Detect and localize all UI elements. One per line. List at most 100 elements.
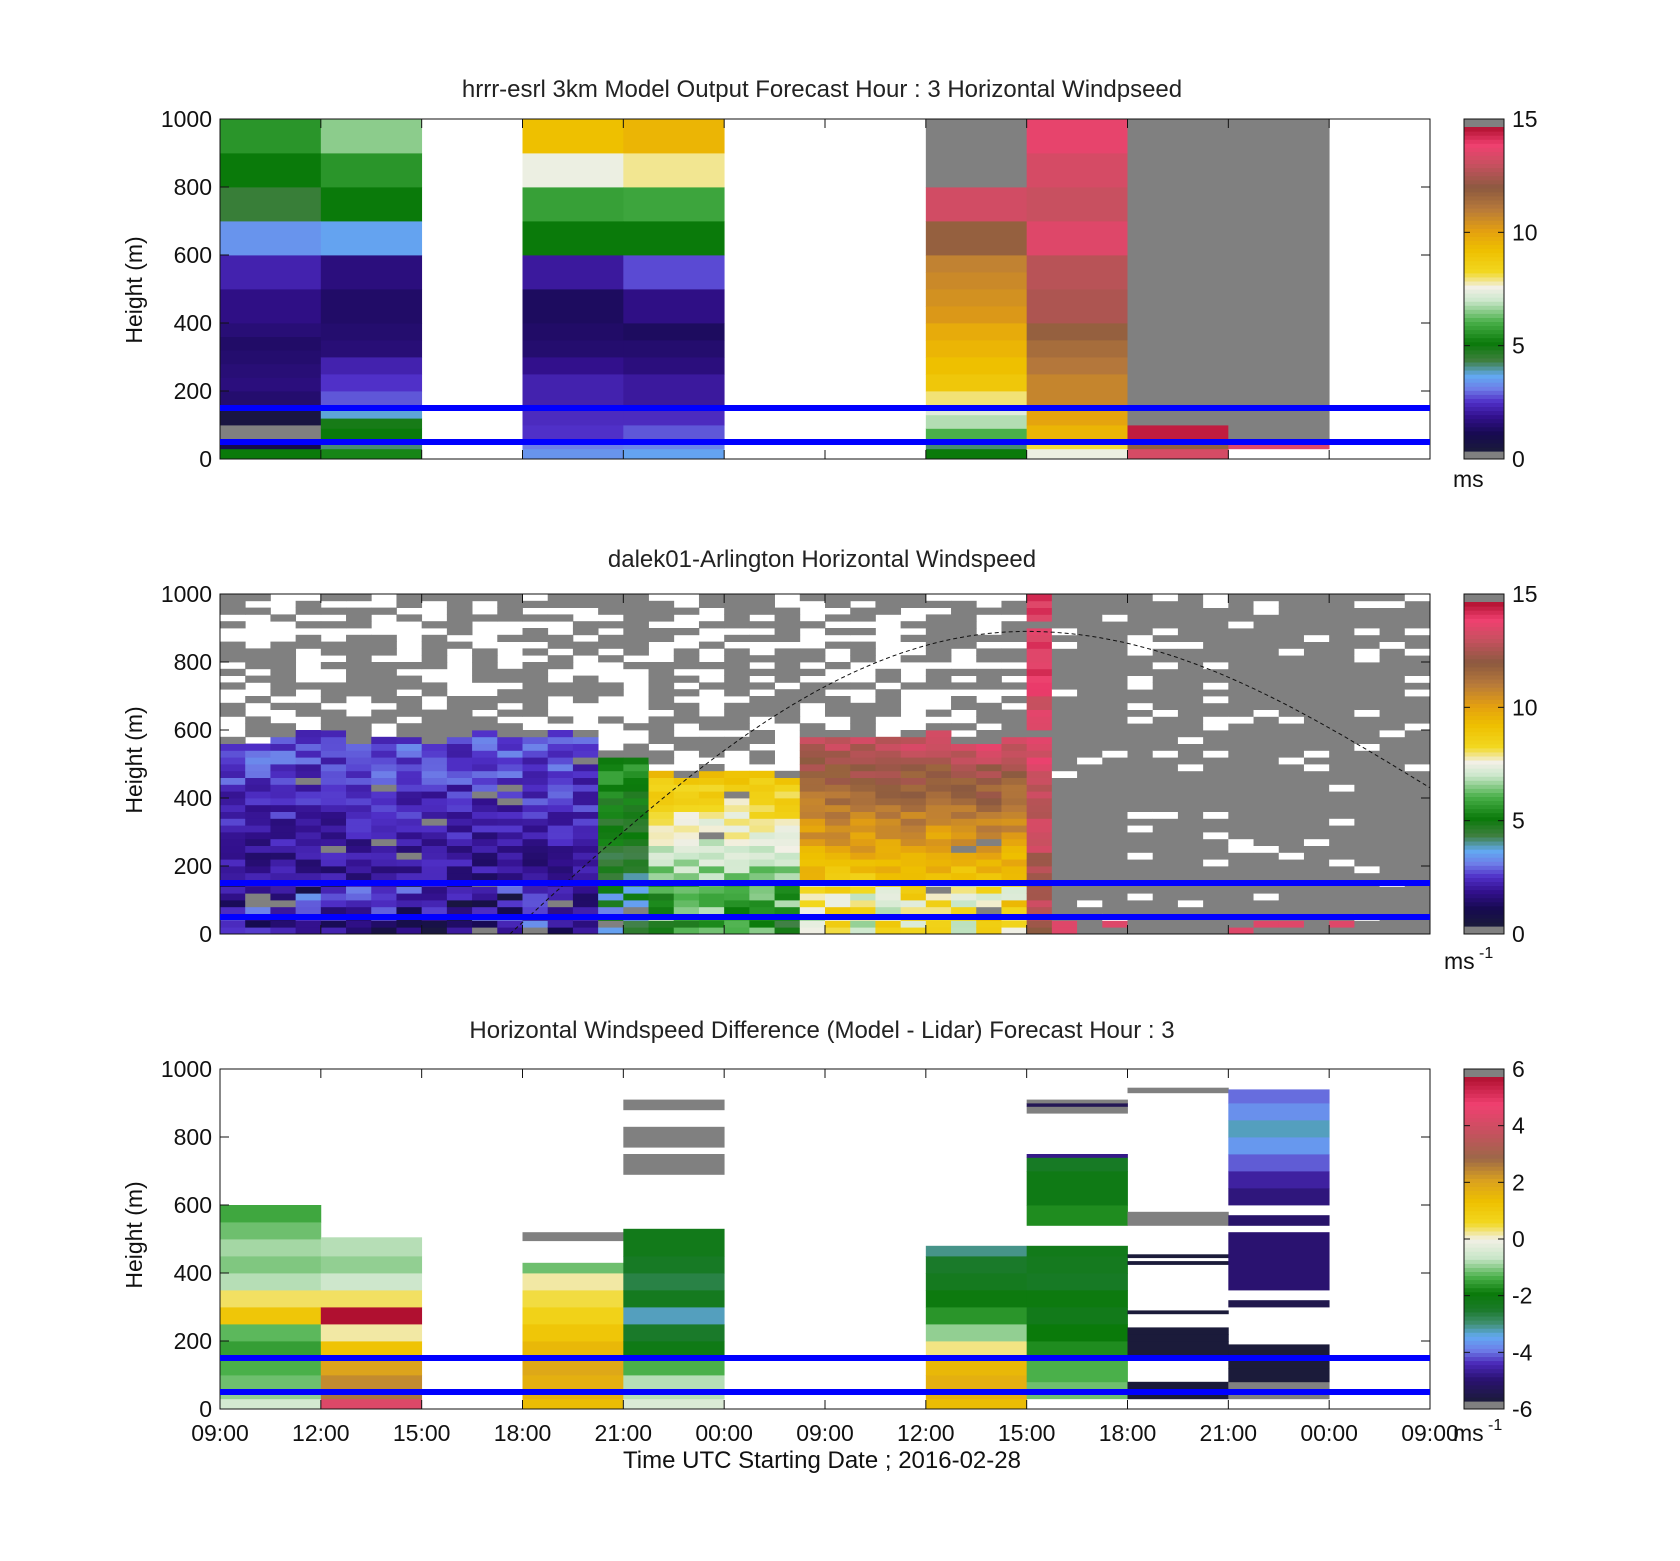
panel-lidar-cell (825, 798, 851, 806)
panel-model-colorbar-swatch (1464, 289, 1504, 294)
panel-lidar-cell (900, 838, 927, 846)
panel-lidar-cell (850, 764, 876, 772)
panel-lidar-cell (1026, 621, 1053, 629)
panel-lidar-cell (951, 770, 977, 778)
panel-model-colorbar-swatch (1464, 171, 1504, 177)
panel-lidar-cell (673, 859, 700, 867)
panel-lidar-cell (1177, 682, 1204, 690)
panel-lidar-cell (925, 811, 952, 819)
panel-lidar-cell (648, 675, 675, 683)
panel-lidar-ytick-label: 200 (174, 853, 212, 879)
panel-lidar-cell (1026, 743, 1053, 751)
panel-difference-cell (623, 1307, 725, 1325)
panel-lidar-cell (774, 689, 801, 697)
panel-lidar-cell (1228, 736, 1254, 744)
panel-lidar-cell (1253, 893, 1280, 901)
panel-lidar-cell (623, 825, 649, 833)
panel-lidar-cell (825, 872, 851, 880)
panel-lidar-cell (900, 594, 927, 602)
panel-lidar-cell (396, 750, 423, 758)
panel-lidar-cell (1278, 906, 1305, 914)
panel-lidar-cell (522, 736, 549, 744)
panel-lidar-cell (799, 621, 826, 629)
panel-lidar-cell (648, 662, 675, 670)
panel-lidar-cell (875, 675, 902, 683)
panel-lidar-cell (220, 764, 246, 772)
panel-model-colorbar-swatch (1464, 325, 1504, 331)
panel-lidar-cell (648, 736, 675, 744)
panel-lidar-cell (1051, 696, 1078, 704)
panel-model-cell (522, 255, 624, 290)
panel-lidar-cell (1077, 893, 1103, 901)
x-tick-label: 12:00 (897, 1420, 955, 1446)
panel-lidar-cell (1203, 859, 1229, 867)
panel-lidar-cell (774, 777, 801, 785)
panel-lidar-cell (270, 777, 297, 785)
panel-lidar-cell (270, 798, 297, 806)
panel-lidar-cell (1102, 594, 1128, 602)
panel-lidar-cell (522, 770, 549, 778)
panel-lidar-cell (1278, 723, 1305, 731)
panel-lidar-cell (799, 668, 826, 676)
panel-lidar-cell (1051, 791, 1078, 799)
panel-lidar-cell (371, 804, 397, 812)
panel-lidar-cell (1051, 607, 1078, 615)
panel-difference-cell (1228, 1120, 1330, 1138)
panel-lidar-cell (1228, 730, 1254, 738)
panel-lidar-cell (522, 811, 549, 819)
panel-lidar-cell (572, 750, 599, 758)
panel-lidar-cell (245, 791, 271, 799)
panel-model-cell (522, 408, 624, 426)
panel-lidar-cell (472, 770, 498, 778)
panel-model-colorbar-swatch (1464, 151, 1504, 156)
panel-lidar-cell (295, 777, 322, 785)
panel-lidar-cell (1051, 689, 1078, 697)
panel-lidar-cell (547, 770, 574, 778)
panel-lidar-cell (245, 825, 271, 833)
panel-lidar-cell (497, 927, 523, 935)
panel-lidar-cell (1177, 723, 1204, 731)
panel-difference-cell (320, 1237, 423, 1257)
panel-lidar-cell (648, 920, 675, 928)
panel-lidar-cell (270, 648, 297, 656)
panel-lidar-cell (1379, 709, 1406, 717)
panel-lidar-cell (1354, 716, 1380, 724)
panel-difference-cell (623, 1358, 725, 1376)
panel-difference-cell (925, 1324, 1028, 1342)
panel-lidar-cell (648, 832, 675, 840)
panel-lidar-cell (1077, 872, 1103, 880)
panel-model-colorbar-swatch (1464, 438, 1504, 444)
panel-lidar-cell (648, 866, 675, 874)
panel-difference-colorbar-swatch (1464, 1283, 1504, 1289)
panel-lidar-cell (1379, 798, 1406, 806)
panel-difference-colorbar-swatch (1464, 1380, 1504, 1386)
panel-difference-cell (320, 1398, 423, 1410)
panel-lidar-cell (1177, 702, 1204, 710)
panel-lidar-cell (850, 709, 876, 717)
panel-lidar-cell (925, 893, 952, 901)
panel-lidar-cell (1228, 900, 1254, 908)
panel-lidar-cell (698, 900, 725, 908)
panel-difference-cell (925, 1245, 1028, 1257)
panel-lidar-cell (320, 770, 347, 778)
panel-lidar-cell (698, 906, 725, 914)
panel-model-cell (925, 340, 1028, 358)
panel-lidar-cell (245, 920, 271, 928)
panel-lidar-cell (1379, 804, 1406, 812)
panel-lidar-cell (1404, 655, 1431, 663)
panel-lidar-cell (1152, 900, 1179, 908)
panel-lidar-cell (598, 655, 624, 663)
panel-lidar-cell (1127, 886, 1154, 894)
panel-lidar-cell (421, 689, 448, 697)
panel-lidar-cell (1303, 825, 1330, 833)
panel-lidar-cell (951, 614, 977, 622)
panel-difference-cell (522, 1324, 624, 1342)
panel-lidar-cell (220, 906, 246, 914)
panel-lidar-cell (799, 784, 826, 792)
panel-lidar-cell (648, 886, 675, 894)
panel-model-colorbar-swatch (1464, 390, 1504, 395)
panel-lidar-cell (220, 838, 246, 846)
panel-lidar-colorbar-swatch (1464, 832, 1504, 838)
panel-model-cell (1127, 119, 1229, 426)
panel-lidar-cell (1127, 900, 1154, 908)
